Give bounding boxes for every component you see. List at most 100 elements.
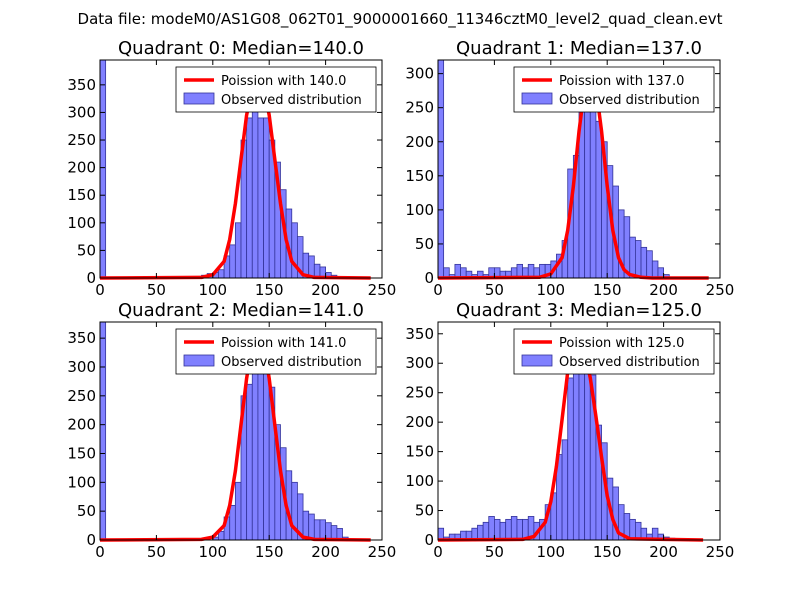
y-tick-label: 0	[424, 531, 434, 549]
axes-frame	[437, 321, 721, 541]
subplot-title: Quadrant 2: Median=141.0	[118, 300, 364, 321]
histogram-bar	[229, 244, 236, 279]
x-tick-label: 100	[198, 543, 227, 561]
histogram-bar	[246, 117, 253, 279]
x-tick-label: 250	[706, 281, 735, 299]
y-tick-label: 300	[67, 358, 96, 376]
y-tick-label: 300	[405, 65, 434, 83]
y-tick-label: 250	[67, 387, 96, 405]
histogram-bar	[646, 250, 653, 279]
y-tick-label: 250	[405, 99, 434, 117]
histogram-bar	[234, 222, 242, 279]
histogram-bar	[319, 519, 326, 541]
x-tick-label: 50	[147, 543, 166, 561]
y-tick-label: 200	[405, 413, 434, 431]
axes-frame	[99, 321, 383, 541]
x-tick-label: 50	[485, 281, 504, 299]
axes-frame	[99, 59, 383, 279]
histogram-bar	[572, 356, 580, 541]
histogram-bar	[246, 383, 253, 541]
histogram-bar	[257, 117, 264, 279]
y-tick-label: 200	[67, 159, 96, 177]
legend-box	[513, 66, 715, 113]
figure-suptitle: Data file: modeM0/AS1G08_062T01_90000016…	[78, 10, 723, 29]
y-tick-label: 100	[67, 473, 96, 491]
legend: Poission with 125.0 Observed distribution	[513, 328, 715, 375]
subplot-title: Quadrant 3: Median=125.0	[456, 300, 702, 321]
x-tick-label: 150	[255, 281, 284, 299]
y-tick-label: 100	[405, 201, 434, 219]
x-tick-label: 150	[593, 281, 622, 299]
histogram-bar	[629, 236, 636, 279]
histogram-bar	[510, 516, 518, 541]
legend-label-fit: Poission with 137.0	[559, 74, 684, 89]
legend: Poission with 137.0 Observed distribution	[513, 66, 715, 113]
subplot-title: Quadrant 0: Median=140.0	[118, 38, 364, 59]
x-tick-label: 100	[536, 543, 565, 561]
histogram-bar	[477, 524, 484, 541]
x-tick-label: 250	[368, 543, 397, 561]
legend-bar-swatch	[521, 92, 553, 105]
histogram-bar	[493, 518, 501, 541]
y-tick-label: 50	[77, 241, 96, 259]
histogram-bar	[595, 120, 602, 279]
legend-label-fit: Poission with 125.0	[559, 336, 684, 351]
y-tick-label: 200	[67, 416, 96, 434]
legend-box	[513, 328, 715, 375]
legend: Poission with 141.0 Observed distribution	[175, 328, 377, 375]
x-tick-label: 150	[593, 543, 622, 561]
subplot-title: Quadrant 1: Median=137.0	[456, 38, 702, 59]
legend: Poission with 140.0 Observed distribution	[175, 66, 377, 113]
histogram-bar	[234, 481, 242, 541]
legend-label-fit: Poission with 141.0	[221, 336, 346, 351]
histogram-bar	[437, 59, 445, 279]
legend-box	[175, 66, 377, 113]
y-tick-label: 150	[67, 186, 96, 204]
legend-box	[175, 328, 377, 375]
y-tick-label: 250	[67, 131, 96, 149]
y-tick-label: 50	[77, 502, 96, 520]
x-tick-label: 0	[95, 281, 105, 299]
y-tick-label: 300	[67, 103, 96, 121]
x-tick-label: 0	[433, 543, 443, 561]
legend-label-fit: Poission with 140.0	[221, 74, 346, 89]
x-tick-label: 50	[485, 543, 504, 561]
subplot-0: 0 50 100 150 200 250 0 50 100 150 200 250 300 350 Quad…	[67, 38, 396, 299]
histogram-bar	[330, 525, 338, 541]
x-tick-label: 200	[311, 543, 340, 561]
histogram-bar	[567, 377, 574, 541]
histogram-bar	[499, 521, 507, 541]
histogram-bar	[263, 117, 270, 279]
histogram-bar	[313, 519, 321, 541]
x-tick-label: 200	[649, 281, 678, 299]
subplot-3: 0 50 100 150 200 250 0 50 100 150 200 250 300 350 Quad…	[405, 300, 734, 561]
histogram-bar	[584, 365, 591, 541]
y-tick-label: 150	[405, 167, 434, 185]
histogram-bar	[589, 107, 597, 279]
histogram-bar	[454, 263, 461, 279]
legend-bar-swatch	[521, 354, 553, 367]
histogram-bar	[308, 513, 315, 541]
x-tick-label: 100	[536, 281, 565, 299]
histogram-bar	[516, 518, 524, 541]
y-tick-label: 0	[424, 269, 434, 287]
y-tick-label: 300	[405, 354, 434, 372]
y-tick-label: 250	[405, 384, 434, 402]
y-tick-label: 50	[415, 235, 434, 253]
legend-label-observed: Observed distribution	[221, 355, 362, 370]
y-tick-label: 200	[405, 133, 434, 151]
histogram-bar	[635, 240, 642, 279]
histogram-bar	[651, 260, 659, 279]
x-tick-label: 250	[368, 281, 397, 299]
legend-label-observed: Observed distribution	[221, 93, 362, 108]
histogram-bar	[488, 516, 495, 541]
x-tick-label: 150	[255, 543, 284, 561]
histogram-bar	[218, 269, 225, 279]
histogram-bars	[437, 59, 670, 279]
subplot-1: 0 50 100 150 200 250 0 50 100 150 200 250 300 Quadran…	[405, 38, 734, 299]
x-tick-label: 250	[706, 543, 735, 561]
histogram-bar	[325, 522, 332, 541]
histogram-bar	[561, 439, 569, 541]
x-tick-label: 100	[198, 281, 227, 299]
